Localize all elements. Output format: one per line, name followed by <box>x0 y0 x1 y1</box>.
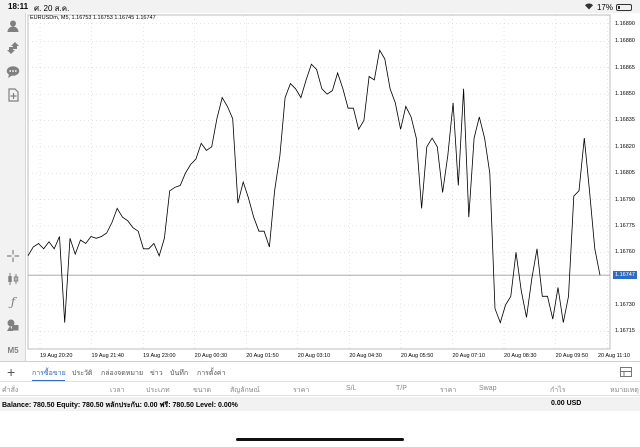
chart-frame <box>27 14 611 350</box>
last-price-label: 1.16747 <box>613 271 637 280</box>
x-tick-label: 20 Aug 00:30 <box>194 353 228 359</box>
add-button[interactable]: + <box>7 364 16 380</box>
clock: 18:11 <box>8 2 29 11</box>
home-indicator[interactable] <box>236 438 404 441</box>
y-tick-label: 1.16850 <box>615 91 635 98</box>
crosshair-icon[interactable] <box>4 247 22 265</box>
col-comment: หมายเหตุ <box>610 387 639 394</box>
trade-icon[interactable] <box>4 39 22 57</box>
indicator-icon[interactable]: ƒ <box>10 295 16 309</box>
y-tick-label: 1.16880 <box>615 38 635 45</box>
chart-toolbar: ƒ M5 <box>0 13 26 361</box>
terminal-tabs: + การซื้อขาย ประวัติ กล่องจดหมาย ข่าว บั… <box>0 361 640 382</box>
status-icons: 17% <box>584 2 632 12</box>
price-chart[interactable]: EURUSDm, M5, 1.16753 1.16753 1.16745 1.1… <box>26 13 640 361</box>
col-time: เวลา <box>110 387 125 394</box>
status-bar: 18:11 ศ. 20 ส.ค. 17% <box>0 0 640 13</box>
y-tick-label: 1.16760 <box>615 249 635 256</box>
x-tick-label: 19 Aug 23:00 <box>143 353 176 359</box>
tab-trade[interactable]: การซื้อขาย <box>32 370 66 377</box>
wifi-icon <box>584 2 594 12</box>
y-tick-label: 1.16775 <box>615 222 635 229</box>
y-tick-label: 1.16730 <box>615 302 635 309</box>
y-tick-label: 1.16820 <box>615 143 635 150</box>
positions-table-header: คำสั่ง เวลา ประเภท ขนาด สัญลักษณ์ ราคา S… <box>0 381 640 396</box>
battery-percent: 17% <box>596 2 613 12</box>
col-symbol: สัญลักษณ์ <box>230 387 260 394</box>
x-tick-label: 20 Aug 01:50 <box>246 353 279 359</box>
account-icon[interactable] <box>4 17 22 35</box>
col-tp: T/P <box>396 385 407 392</box>
new-document-icon[interactable] <box>4 86 22 104</box>
x-tick-label: 20 Aug 03:10 <box>297 353 331 359</box>
col-swap: Swap <box>479 385 497 392</box>
objects-icon[interactable] <box>4 316 22 334</box>
col-profit: กำไร <box>550 387 566 394</box>
x-tick-label: 20 Aug 07:10 <box>452 353 485 359</box>
symbol-info: EURUSDm, M5, 1.16753 1.16753 1.16745 1.1… <box>30 15 156 21</box>
x-tick-label: 20 Aug 08:30 <box>504 353 537 359</box>
y-tick-label: 1.16805 <box>615 170 635 177</box>
tab-settings[interactable]: การตั้งค่า <box>197 370 226 377</box>
x-tick-label: 20 Aug 11:10 <box>598 353 631 359</box>
date: ศ. 20 ส.ค. <box>34 4 70 13</box>
y-tick-label: 1.16715 <box>615 328 635 335</box>
col-price: ราคา <box>293 387 310 394</box>
col-price-current: ราคา <box>440 387 457 394</box>
panel-layout-icon[interactable] <box>620 366 632 378</box>
chat-icon[interactable] <box>4 63 22 81</box>
price-series-line <box>27 49 601 324</box>
col-type: ประเภท <box>146 387 170 394</box>
x-tick-label: 19 Aug 20:20 <box>40 353 73 359</box>
x-tick-label: 20 Aug 05:50 <box>400 353 434 359</box>
candles-icon[interactable] <box>4 270 22 288</box>
y-tick-label: 1.16835 <box>615 117 635 124</box>
col-order: คำสั่ง <box>2 387 19 394</box>
battery-icon <box>616 3 632 11</box>
col-volume: ขนาด <box>193 387 212 394</box>
tab-news[interactable]: ข่าว <box>150 370 163 377</box>
total-profit: 0.00 USD <box>551 400 582 407</box>
chart-canvas[interactable] <box>26 13 640 361</box>
tab-mailbox[interactable]: กล่องจดหมาย <box>101 370 144 377</box>
timeframe-label[interactable]: M5 <box>7 345 19 355</box>
x-tick-label: 19 Aug 21:40 <box>91 353 124 359</box>
tab-history[interactable]: ประวัติ <box>72 370 93 377</box>
y-tick-label: 1.16890 <box>615 20 635 27</box>
x-tick-label: 20 Aug 04:30 <box>349 353 382 359</box>
balance-row: Balance: 780.50 Equity: 780.50 หลักประกั… <box>0 397 640 411</box>
col-sl: S/L <box>346 385 357 392</box>
tab-journal[interactable]: บันทึก <box>170 370 189 377</box>
x-tick-label: 20 Aug 09:50 <box>555 353 588 359</box>
y-tick-label: 1.16865 <box>615 64 635 71</box>
y-tick-label: 1.16790 <box>615 196 635 203</box>
balance-summary: Balance: 780.50 Equity: 780.50 หลักประกั… <box>2 402 238 409</box>
